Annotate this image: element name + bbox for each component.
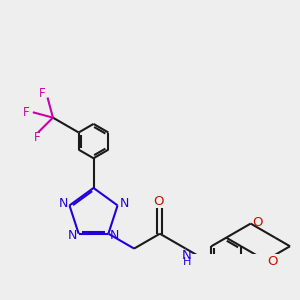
Text: O: O [153, 195, 164, 208]
Text: F: F [39, 87, 46, 100]
Text: O: O [267, 255, 277, 268]
Text: N: N [110, 229, 120, 242]
Text: F: F [33, 131, 40, 144]
Text: H: H [183, 256, 191, 267]
Text: N: N [68, 229, 77, 242]
Text: O: O [252, 216, 262, 229]
Text: N: N [181, 249, 191, 262]
Text: N: N [58, 197, 68, 210]
Text: N: N [119, 197, 129, 210]
Text: F: F [23, 106, 30, 119]
